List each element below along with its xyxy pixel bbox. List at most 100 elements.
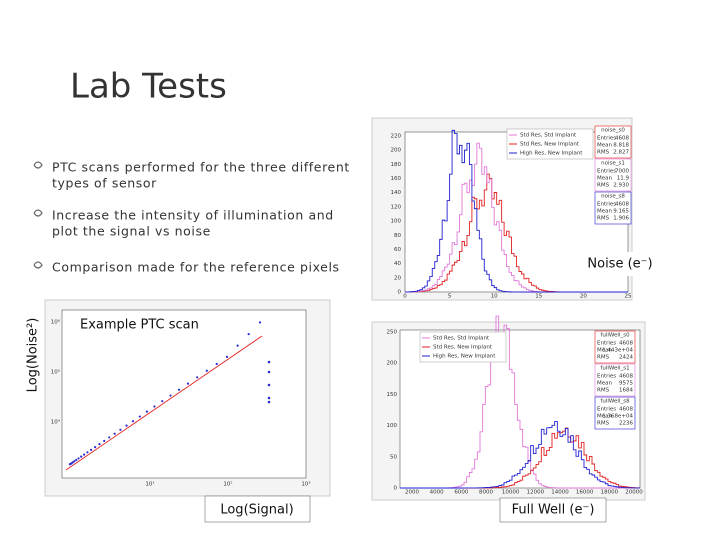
ptc-point bbox=[169, 394, 172, 397]
x-tick-label: 15 bbox=[535, 294, 542, 300]
stats-value: 11.9 bbox=[617, 176, 630, 182]
ptc-point bbox=[267, 370, 271, 374]
stats-key: Entries bbox=[597, 341, 616, 347]
label-box bbox=[574, 252, 666, 276]
ptc-point bbox=[90, 448, 93, 451]
stats-box bbox=[594, 396, 636, 430]
x-tick-label: 4000 bbox=[430, 490, 444, 496]
stats-box bbox=[594, 363, 636, 397]
stats-title: noise_s1 bbox=[601, 161, 625, 167]
stats-title: noise_s0 bbox=[601, 128, 625, 134]
stats-key: Entries bbox=[597, 202, 616, 208]
ptc-point bbox=[119, 428, 122, 431]
stats-key: RMS bbox=[597, 216, 610, 222]
ptc-point bbox=[98, 443, 101, 446]
y-tick-label: 100 bbox=[387, 423, 398, 429]
ptc-point bbox=[125, 424, 128, 427]
ptc-point bbox=[80, 455, 83, 458]
bullet-text: PTC scans performed for the three differ… bbox=[52, 160, 350, 175]
legend-label: Std Res, New Implant bbox=[520, 142, 580, 148]
legend-label: High Res, New Implant bbox=[520, 151, 583, 157]
ptc-point bbox=[267, 400, 271, 404]
bullet-icon bbox=[33, 161, 43, 169]
ptc-point bbox=[247, 333, 250, 336]
stats-value: 2.930 bbox=[613, 183, 629, 189]
stats-key: Mean bbox=[597, 348, 612, 354]
x-tick-label: 10² bbox=[223, 481, 232, 488]
y-tick-label: 0 bbox=[398, 290, 402, 296]
slide-title: Lab Tests bbox=[70, 67, 227, 107]
ptc-point bbox=[177, 388, 181, 391]
ptc-point bbox=[73, 460, 76, 463]
stats-box bbox=[594, 158, 632, 192]
x-tick-label: 20000 bbox=[625, 490, 643, 496]
stats-box bbox=[594, 191, 632, 225]
y-tick-label: 140 bbox=[391, 190, 402, 196]
histogram-curve bbox=[405, 129, 628, 293]
stats-value: 4608 bbox=[619, 407, 633, 413]
x-tick-label: 10 bbox=[491, 294, 498, 300]
bullet-text: types of sensor bbox=[52, 176, 157, 191]
y-tick-label: 120 bbox=[391, 204, 402, 210]
stats-title: fullWell_s8 bbox=[600, 399, 630, 405]
stats-value: 4608 bbox=[619, 374, 633, 380]
ptc-point bbox=[103, 439, 106, 442]
stats-key: Mean bbox=[597, 143, 612, 149]
x-tick-label: 10000 bbox=[502, 490, 520, 496]
stats-title: fullWell_s0 bbox=[600, 333, 630, 339]
y-tick-label: 200 bbox=[391, 148, 402, 154]
legend-label: Std Res, Std Implant bbox=[433, 336, 490, 342]
y-tick-label: 10⁵ bbox=[51, 369, 60, 376]
ptc-point bbox=[258, 321, 262, 324]
ptc-point bbox=[94, 445, 97, 449]
ptc-point bbox=[108, 436, 111, 439]
y-tick-label: 80 bbox=[394, 233, 401, 239]
noise-x-label: Noise (e⁻) bbox=[587, 257, 652, 272]
x-tick-label: 10¹ bbox=[145, 481, 154, 488]
stats-value: 4608 bbox=[615, 136, 629, 142]
ptc-point bbox=[86, 451, 89, 454]
stats-key: RMS bbox=[597, 388, 610, 394]
ptc-point bbox=[205, 369, 208, 372]
ptc-y-label: Log(Noise²) bbox=[26, 318, 41, 393]
ptc-caption: Example PTC scan bbox=[80, 318, 199, 333]
y-tick-label: 50 bbox=[390, 454, 397, 460]
stats-value: 1.443e+04 bbox=[602, 348, 633, 354]
x-tick-label: 12000 bbox=[527, 490, 545, 496]
stats-value: 4608 bbox=[615, 202, 629, 208]
x-tick-label: 2000 bbox=[405, 490, 419, 496]
stats-value: 2424 bbox=[619, 355, 633, 361]
y-tick-label: 200 bbox=[387, 361, 398, 367]
bullet-text: Increase the intensity of illumination a… bbox=[52, 208, 334, 223]
noise-plot: 0 20 40 60 80 100 120 140 160 180 200 220 0 5 10 15 20 25… bbox=[391, 125, 632, 300]
y-tick-label: 250 bbox=[387, 330, 398, 336]
label-box bbox=[74, 313, 226, 337]
stats-key: RMS bbox=[597, 183, 610, 189]
stats-value: 1684 bbox=[619, 388, 633, 394]
legend-box bbox=[506, 128, 594, 160]
legend-label: Std Res, Std Implant bbox=[520, 133, 577, 139]
stats-value: 1.906 bbox=[613, 216, 629, 222]
legend-label: High Res, New Implant bbox=[433, 354, 496, 360]
y-tick-label: 40 bbox=[394, 261, 401, 267]
x-tick-label: 8000 bbox=[479, 490, 493, 496]
stats-key: Entries bbox=[597, 407, 616, 413]
x-tick-label: 0 bbox=[403, 294, 407, 300]
ptc-plot-area bbox=[61, 309, 307, 479]
stats-key: Entries bbox=[597, 169, 616, 175]
stats-value: 2236 bbox=[619, 421, 633, 427]
x-tick-label: 16000 bbox=[576, 490, 594, 496]
histogram-curve bbox=[400, 421, 640, 489]
stats-value: 7000 bbox=[615, 169, 629, 175]
ptc-point bbox=[267, 383, 271, 387]
stats-title: fullWell_s1 bbox=[600, 366, 629, 372]
x-tick-label: 5 bbox=[448, 294, 452, 300]
ptc-point bbox=[267, 396, 271, 400]
stats-value: 8.818 bbox=[613, 143, 629, 149]
x-tick-label: 14000 bbox=[551, 490, 569, 496]
label-box bbox=[499, 497, 607, 523]
ptc-point bbox=[131, 420, 135, 423]
ptc-point bbox=[145, 410, 149, 413]
ptc-point bbox=[75, 458, 78, 462]
ptc-plot: 10¹ 10² 10³ 10⁶ 10⁵ 10⁴ bbox=[51, 319, 311, 488]
